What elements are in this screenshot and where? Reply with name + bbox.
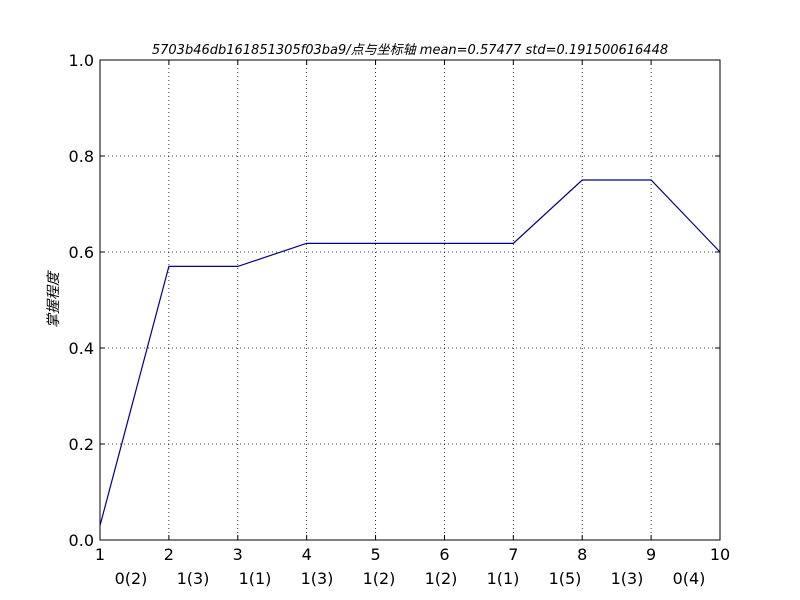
category-label: 1(3) <box>301 569 334 588</box>
y-tick-label: 1.0 <box>69 51 94 70</box>
plot-frame <box>99 59 721 541</box>
category-label: 1(3) <box>611 569 644 588</box>
category-label: 0(4) <box>673 569 706 588</box>
y-tick-label: 0.6 <box>69 243 94 262</box>
x-tick-label: 5 <box>370 545 380 564</box>
x-tick-label: 2 <box>164 545 174 564</box>
y-tick-label: 0.0 <box>69 531 94 550</box>
category-label: 1(2) <box>425 569 458 588</box>
y-axis-label: 掌握程度 <box>46 270 62 328</box>
category-label: 0(2) <box>115 569 148 588</box>
x-tick-label: 10 <box>710 545 730 564</box>
category-label: 1(2) <box>363 569 396 588</box>
x-tick-label: 1 <box>95 545 105 564</box>
series-line <box>99 179 721 526</box>
x-tick-label: 6 <box>439 545 449 564</box>
x-tick-label: 3 <box>233 545 243 564</box>
x-tick-label: 4 <box>302 545 312 564</box>
x-tick-label: 9 <box>646 545 656 564</box>
x-tick-label: 8 <box>577 545 587 564</box>
series <box>99 179 721 526</box>
grid <box>99 59 721 541</box>
category-label: 1(3) <box>177 569 210 588</box>
y-tick-label: 0.2 <box>69 435 94 454</box>
y-tick-label: 0.8 <box>69 147 94 166</box>
x-tick-label: 7 <box>508 545 518 564</box>
category-label: 1(1) <box>239 569 272 588</box>
y-tick-label: 0.4 <box>69 339 94 358</box>
axis-ticks: 1 2 3 4 5 6 7 8 9 10 0.0 0.2 0.4 0.6 0.8 1.0 0(2) 1(3) 1(1… <box>69 51 731 588</box>
chart-title: 5703b46db161851305f03ba9/点与坐标轴 mean=0.57… <box>152 43 668 58</box>
category-label: 1(5) <box>549 569 582 588</box>
category-label: 1(1) <box>487 569 520 588</box>
